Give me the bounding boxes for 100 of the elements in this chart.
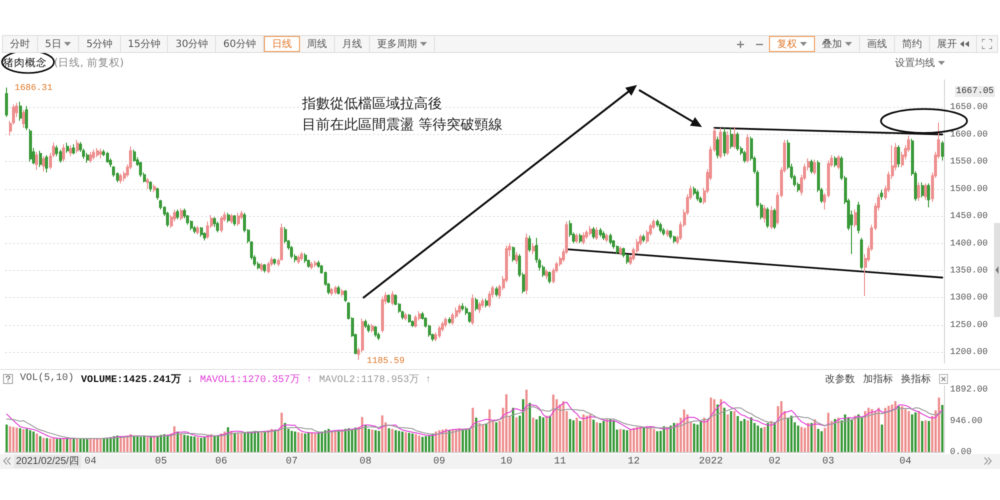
candlestick [35,151,38,170]
chart-title: VOL(5,10) [20,373,74,384]
bar [485,424,488,452]
x-tick-label: 03 [822,456,834,468]
candlestick [642,234,645,243]
candlestick [515,251,518,264]
candlestick [834,156,837,168]
bar [578,420,582,452]
text: VOLUME:1425.241万 ↓ [81,373,194,386]
candlestick [263,263,266,274]
candlestick [599,228,602,238]
candlestick [230,213,233,224]
candlestick [659,222,662,233]
candlestick [897,144,900,168]
bar [774,422,776,452]
annotation: 1185.59 [366,356,405,367]
bar [646,426,648,452]
bar [850,419,853,452]
bar [807,422,810,452]
candlestick [381,296,384,334]
candlestick [297,254,300,264]
text: MAVOL1:1270.357万 ↑ [200,374,312,386]
text: 设置均线 [895,56,935,70]
candlestick [344,290,347,303]
bar [756,426,760,452]
candlestick [589,225,592,236]
bar [736,416,739,452]
bar [874,411,876,452]
bar [246,432,250,452]
bar [770,420,772,452]
bar [92,438,96,452]
bar [26,428,28,452]
candlestick [746,134,749,164]
candlestick [528,235,531,252]
y-tick-label: 1250.00 [950,320,988,330]
bar [116,436,118,452]
candlestick [579,232,582,244]
bar [163,434,166,452]
candlestick [5,86,8,118]
candlestick [921,182,924,198]
candlestick [300,251,303,262]
candlestick [414,314,417,328]
button: 叠加 [815,36,860,52]
bar [424,436,428,452]
bar [280,412,283,452]
text: MAVOL2:1178.953万 ↑ [319,374,432,386]
bar [404,432,407,452]
candlestick [730,127,733,150]
candlestick [813,158,816,176]
annotation: 1686.31 [14,83,52,94]
candlestick [880,189,883,200]
candlestick [106,151,109,164]
candlestick [180,208,183,221]
candlestick [766,206,769,229]
candlestick [592,226,595,240]
bar [670,426,672,452]
y-tick-label: 946.00 [950,416,982,426]
bar [532,418,534,452]
x-tick-label: 2022 [698,456,723,468]
text: 1667.05 [955,86,995,97]
y-tick-label: 1500.00 [950,184,988,194]
y-tick-label: 1300.00 [950,292,988,303]
candlestick [96,148,99,158]
bar [16,428,18,452]
candlestick [927,182,930,208]
candlestick [22,109,25,128]
bar [746,420,749,452]
bar [750,417,752,452]
candlestick [471,294,474,326]
candlestick [25,106,28,131]
candlestick [341,288,344,298]
bar [200,438,202,452]
candlestick [485,298,488,308]
x-tick-label: 05 [154,456,167,468]
candlestick [364,318,367,329]
candlestick [444,316,447,328]
x-tick-label: 04 [899,456,912,468]
button: 分时 [3,36,38,52]
x-tick-label: 09 [433,456,446,468]
bar [368,428,370,452]
candlestick [273,258,276,266]
bar [854,416,856,452]
candlestick [854,209,857,228]
candlestick [726,130,729,156]
bar [796,426,800,452]
candlestick [619,246,622,256]
bar [921,420,924,452]
candlestick [133,149,136,162]
button: 5分钟 [79,36,121,52]
annotation: 目前在此區間震盪 等待突破頸線 [302,117,502,134]
bar [884,408,886,452]
candlestick [716,136,719,159]
bar [300,432,303,452]
button: 5日 [38,36,80,52]
bar [576,418,578,452]
candlestick [29,128,32,162]
x-tick-label: 07 [286,456,298,468]
candlestick [666,228,669,238]
bar [666,426,668,452]
candlestick [267,261,270,274]
